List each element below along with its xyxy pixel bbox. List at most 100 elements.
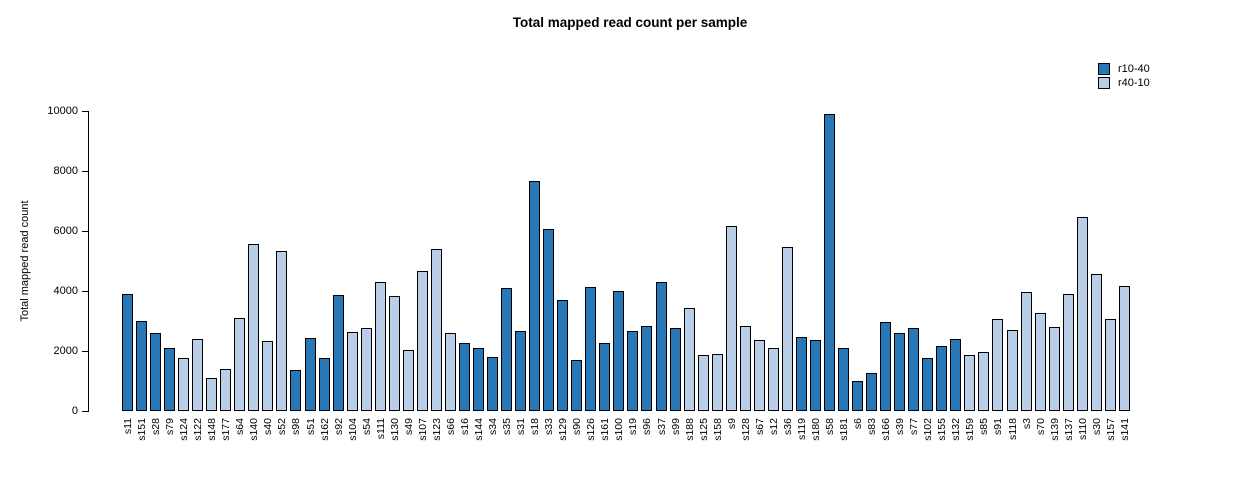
bar-s79 (164, 348, 176, 411)
x-axis-label-s107: s107 (416, 418, 429, 441)
x-axis-label-s3: s3 (1020, 418, 1033, 430)
x-axis-label-s18: s18 (529, 418, 542, 435)
x-axis-label-s30: s30 (1090, 418, 1103, 435)
bar-s58 (824, 114, 835, 411)
bar-s162 (318, 358, 330, 411)
x-axis-label-s70: s70 (1034, 418, 1047, 435)
x-axis-label-s19: s19 (627, 418, 640, 435)
y-axis-tick-label: 2000 (53, 345, 78, 357)
x-axis-label-s11: s11 (122, 418, 134, 435)
bar-s144 (473, 348, 484, 411)
x-axis-label-s140: s140 (248, 418, 261, 441)
x-axis-label-s119: s119 (795, 418, 808, 440)
bar-s157 (1104, 319, 1116, 411)
y-axis-tick (82, 111, 88, 112)
bar-s132 (950, 339, 962, 411)
x-axis-label-s126: s126 (585, 418, 598, 441)
bar-s102 (922, 358, 934, 411)
x-axis-label-s110: s110 (1076, 418, 1089, 440)
x-axis-label-s177: s177 (220, 418, 233, 441)
bar-s141 (1118, 286, 1130, 411)
x-axis-label-s157: s157 (1104, 418, 1117, 441)
bar-s122 (192, 339, 204, 411)
x-axis-label-s6: s6 (852, 418, 865, 430)
legend-label: r40-10 (1118, 77, 1150, 89)
x-axis-label-s128: s128 (739, 418, 752, 441)
x-axis-label-s161: s161 (599, 418, 612, 441)
bar-s104 (346, 332, 358, 411)
bar-s140 (248, 244, 260, 411)
x-axis-label-s181: s181 (838, 418, 851, 441)
y-axis-tick-label: 6000 (53, 225, 78, 237)
bar-s124 (178, 358, 190, 411)
x-axis-label-s130: s130 (388, 418, 401, 441)
x-axis-label-s155: s155 (936, 418, 949, 441)
x-axis-label-s148: s148 (206, 418, 219, 441)
bar-s188 (683, 308, 695, 411)
x-axis-label-s99: s99 (669, 418, 682, 435)
bar-s123 (430, 249, 442, 411)
x-axis-label-s35: s35 (501, 418, 514, 435)
x-axis-label-s124: s124 (178, 418, 191, 441)
legend-label: r10-40 (1118, 63, 1150, 75)
bar-s16 (458, 343, 470, 411)
x-axis-label-s33: s33 (543, 418, 556, 435)
bar-s12 (767, 348, 779, 411)
bar-s111 (374, 282, 386, 411)
bar-s151 (136, 321, 148, 411)
x-axis-label-s58: s58 (824, 418, 836, 435)
bar-s39 (894, 333, 906, 411)
x-axis-label-s151: s151 (136, 418, 149, 441)
bar-s90 (571, 360, 583, 411)
bar-s181 (838, 348, 850, 411)
bar-s33 (543, 229, 555, 411)
x-axis-label-s100: s100 (613, 418, 626, 441)
x-axis-label-s122: s122 (192, 418, 205, 441)
bar-s125 (697, 355, 709, 411)
x-axis-label-s49: s49 (402, 418, 415, 435)
x-axis-label-s159: s159 (964, 418, 977, 441)
legend-item-r10-40: r10-40 (1098, 62, 1150, 76)
y-axis-tick-label: 0 (71, 405, 78, 417)
bar-s177 (220, 369, 232, 411)
y-axis-tick (82, 171, 88, 172)
bar-s83 (866, 373, 878, 411)
chart-title: Total mapped read count per sample (512, 15, 748, 30)
x-axis-label-s36: s36 (781, 418, 794, 435)
x-axis-label-s90: s90 (571, 418, 584, 435)
bar-s11 (122, 294, 133, 411)
x-axis-label-s125: s125 (697, 418, 710, 441)
x-axis-label-s64: s64 (234, 418, 247, 435)
y-axis-tick (82, 411, 88, 412)
y-axis-tick (82, 351, 88, 352)
x-axis-label-s139: s139 (1048, 418, 1061, 441)
y-axis-tick-label: 10000 (47, 105, 78, 117)
x-axis-label-s9: s9 (725, 418, 738, 430)
bar-s3 (1020, 292, 1032, 411)
x-axis-label-s166: s166 (880, 418, 893, 441)
y-axis-tick (82, 291, 88, 292)
x-axis-label-s141: s141 (1118, 418, 1131, 441)
x-axis-label-s16: s16 (458, 418, 471, 435)
bar-s31 (515, 331, 527, 411)
x-axis-label-s104: s104 (346, 418, 359, 441)
bar-s166 (880, 322, 892, 411)
bar-s91 (992, 319, 1004, 411)
bar-s129 (557, 300, 569, 411)
x-axis-label-s158: s158 (711, 418, 724, 441)
x-axis-label-s67: s67 (753, 418, 766, 435)
bar-s98 (290, 370, 302, 411)
bar-s100 (613, 291, 625, 411)
bar-s139 (1048, 327, 1060, 411)
bar-s67 (753, 340, 765, 411)
x-axis-label-s37: s37 (655, 418, 668, 435)
bar-s40 (262, 341, 274, 411)
x-axis-label-s54: s54 (360, 418, 373, 435)
x-axis-label-s51: s51 (304, 418, 317, 435)
bar-s92 (332, 295, 344, 411)
y-axis-tick-label: 8000 (53, 165, 78, 177)
bar-s126 (585, 287, 597, 411)
bar-s66 (444, 333, 456, 411)
x-axis-label-s111: s111 (374, 418, 387, 440)
